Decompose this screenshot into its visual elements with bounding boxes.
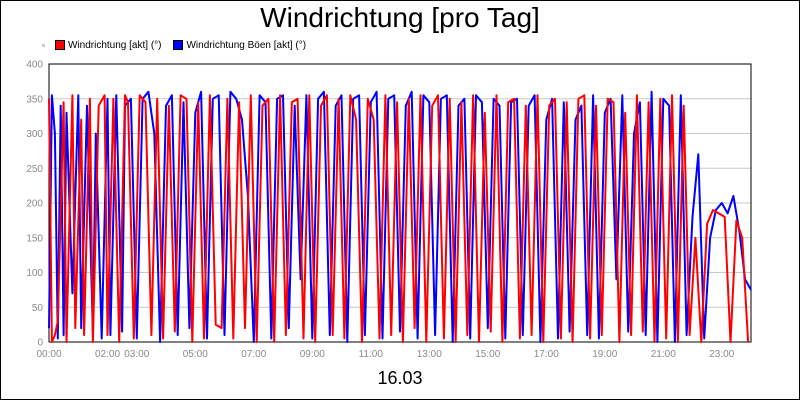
x-tick-label: 17:00	[534, 349, 559, 360]
x-tick-label: 05:00	[183, 349, 208, 360]
y-tick-label: 150	[26, 233, 43, 244]
legend-marker	[42, 43, 45, 47]
y-tick-label: 300	[26, 129, 43, 140]
x-axis-ticks: 00:00 02:00 03:00 05:00 07:00 09:00 11:00 13:00…	[36, 349, 734, 360]
y-tick-label: 350	[26, 94, 43, 105]
y-tick-label: 200	[26, 199, 43, 210]
legend-label-windrichtung-boeen: Windrichtung Böen [akt] (°)	[186, 39, 307, 51]
x-tick-label: 11:00	[359, 349, 384, 360]
x-tick-label: 00:00	[36, 349, 61, 360]
legend-label-windrichtung: Windrichtung [akt] (°)	[68, 39, 162, 51]
legend-item-windrichtung: Windrichtung [akt] (°)	[55, 40, 161, 51]
x-tick-label: 21:00	[651, 349, 676, 360]
series-line-windrichtung	[48, 94, 750, 343]
x-tick-label: 23:00	[709, 349, 734, 360]
x-tick-label: 15:00	[475, 349, 500, 360]
legend: Windrichtung [akt] (°) Windrichtung Böen…	[42, 38, 318, 52]
y-tick-label: 250	[26, 164, 43, 175]
series-group	[48, 90, 752, 343]
x-tick-label: 02:00	[95, 349, 120, 360]
plot-area-border	[48, 63, 752, 343]
y-tick-label: 400	[26, 60, 43, 71]
y-tick-label: 100	[26, 268, 43, 279]
legend-swatch-red	[55, 40, 65, 50]
x-axis-date-label: 16.03	[377, 368, 423, 388]
x-tick-label: 19:00	[592, 349, 617, 360]
x-tick-label: 09:00	[300, 349, 325, 360]
chart-title: Windrichtung [pro Tag]	[260, 2, 540, 33]
x-tick-label: 07:00	[241, 349, 266, 360]
x-tick-label: 13:00	[417, 349, 442, 360]
x-tick-label: 03:00	[124, 349, 149, 360]
y-tick-label: 50	[32, 303, 44, 314]
y-axis-ticks: 0 50 100 150 200 250 300 350 400	[26, 60, 43, 349]
y-tick-label: 0	[37, 338, 43, 349]
legend-item-windrichtung-boeen: Windrichtung Böen [akt] (°)	[173, 40, 306, 51]
legend-swatch-blue	[173, 40, 184, 50]
